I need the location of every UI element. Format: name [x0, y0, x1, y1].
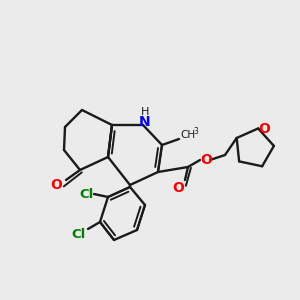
Text: H: H — [141, 107, 149, 117]
Text: CH: CH — [180, 130, 196, 140]
Text: 3: 3 — [194, 127, 198, 136]
Text: O: O — [172, 181, 184, 195]
Text: Cl: Cl — [72, 229, 86, 242]
Text: O: O — [258, 122, 270, 136]
Text: Cl: Cl — [79, 188, 93, 200]
Text: N: N — [139, 115, 151, 129]
Text: O: O — [50, 178, 62, 192]
Text: O: O — [200, 153, 212, 167]
